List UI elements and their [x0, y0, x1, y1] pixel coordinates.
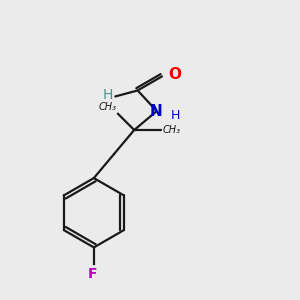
Text: F: F [88, 267, 97, 281]
Text: H: H [171, 109, 180, 122]
Text: CH₃: CH₃ [162, 125, 180, 135]
Text: N: N [149, 104, 162, 119]
Text: H: H [102, 88, 113, 102]
Text: CH₃: CH₃ [98, 102, 116, 112]
Text: O: O [168, 67, 181, 82]
